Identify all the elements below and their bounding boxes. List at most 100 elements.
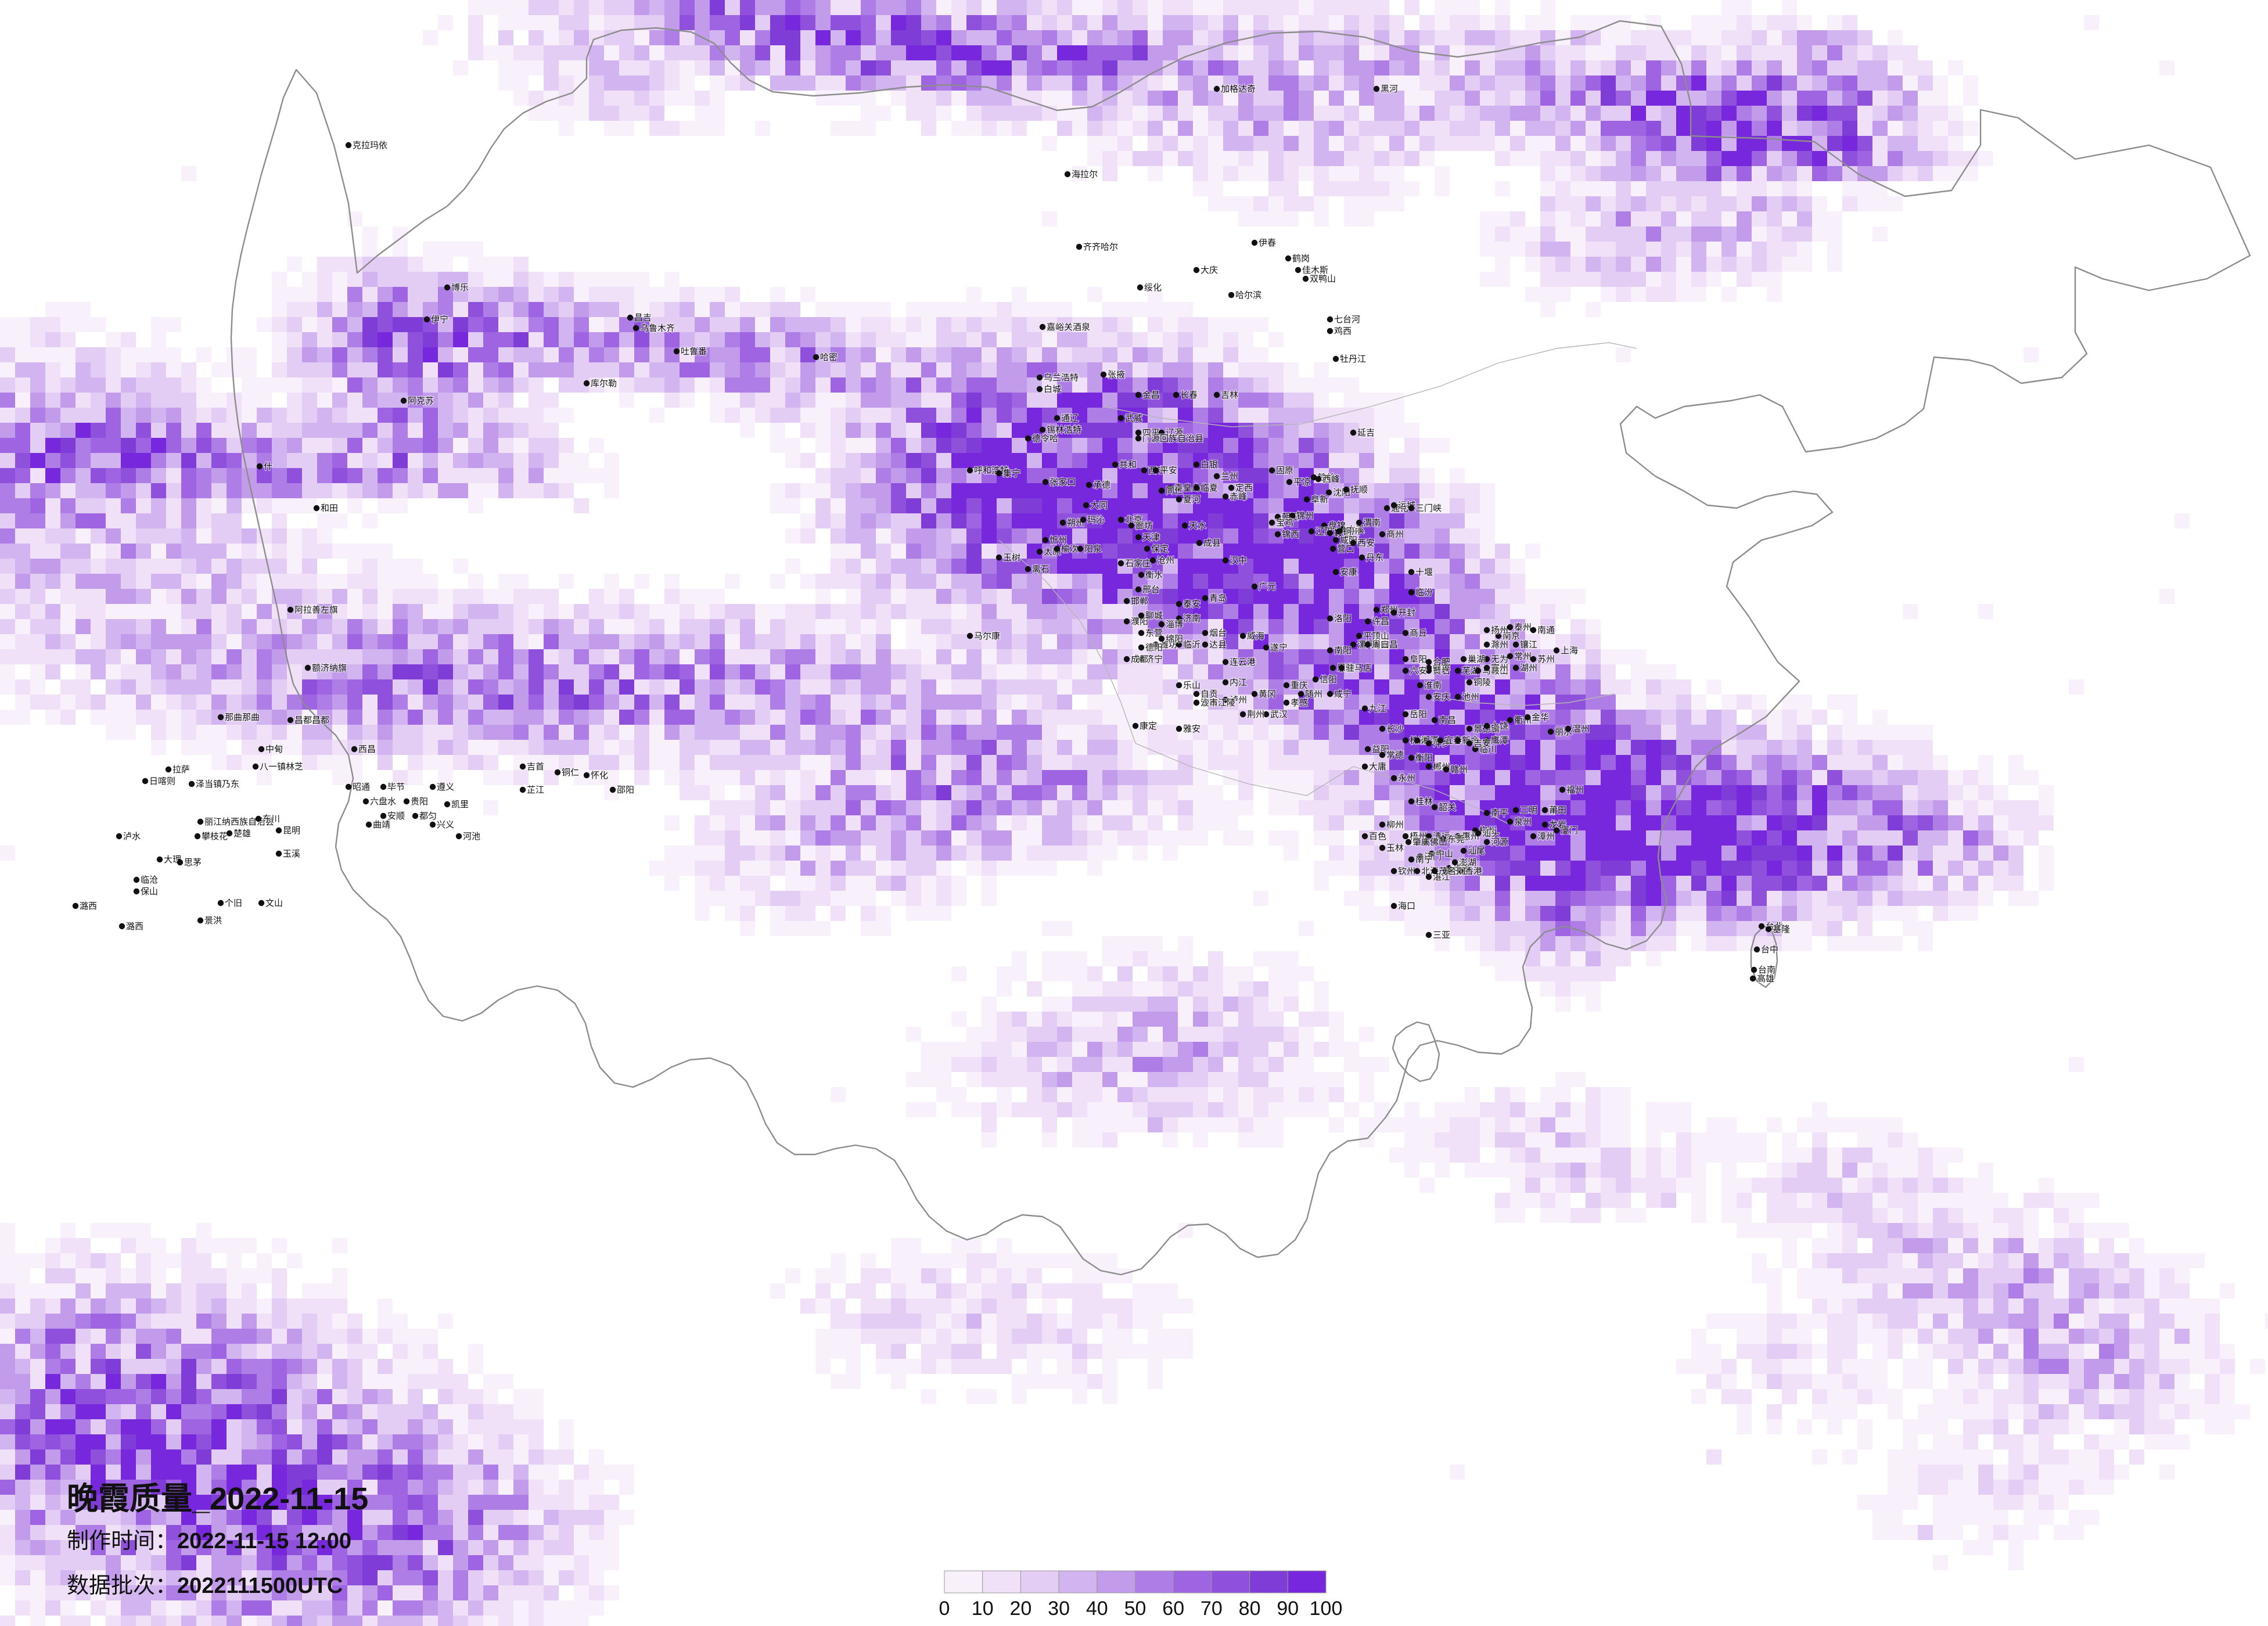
svg-text:昌吉: 昌吉 bbox=[634, 313, 652, 323]
svg-text:同仁: 同仁 bbox=[1166, 486, 1183, 496]
svg-text:芷江: 芷江 bbox=[527, 785, 544, 795]
svg-text:西峰: 西峰 bbox=[1322, 474, 1340, 484]
svg-text:临夏: 临夏 bbox=[1201, 483, 1218, 493]
svg-text:70: 70 bbox=[1201, 1598, 1223, 1620]
svg-text:六安: 六安 bbox=[1410, 666, 1427, 676]
svg-text:阜新: 阜新 bbox=[1311, 495, 1328, 505]
svg-text:丹东: 丹东 bbox=[1366, 553, 1383, 563]
svg-text:沙市江陵: 沙市江陵 bbox=[1201, 698, 1235, 708]
svg-text:岳阳: 岳阳 bbox=[1410, 710, 1427, 720]
svg-text:景洪: 景洪 bbox=[204, 916, 222, 926]
svg-text:泉州: 泉州 bbox=[1514, 817, 1532, 827]
svg-text:黄冈: 黄冈 bbox=[1259, 689, 1276, 699]
svg-text:博乐: 博乐 bbox=[451, 283, 469, 293]
svg-text:温州: 温州 bbox=[1572, 724, 1590, 734]
svg-text:30: 30 bbox=[1048, 1598, 1070, 1620]
svg-text:都匀: 都匀 bbox=[419, 811, 437, 821]
svg-text:柳州: 柳州 bbox=[1386, 820, 1404, 830]
svg-text:九江: 九江 bbox=[1369, 704, 1386, 714]
svg-text:鹤岗: 鹤岗 bbox=[1292, 254, 1310, 264]
svg-text:齐齐哈尔: 齐齐哈尔 bbox=[1083, 242, 1118, 252]
svg-text:南阳: 南阳 bbox=[1334, 646, 1352, 656]
svg-text:库尔勒: 库尔勒 bbox=[591, 379, 617, 388]
svg-text:90: 90 bbox=[1277, 1598, 1299, 1620]
svg-text:60: 60 bbox=[1162, 1598, 1184, 1620]
svg-text:门源回族自治县: 门源回族自治县 bbox=[1142, 434, 1203, 444]
svg-text:南通: 南通 bbox=[1537, 625, 1555, 635]
svg-text:临汾: 临汾 bbox=[1415, 588, 1433, 598]
svg-text:40: 40 bbox=[1086, 1598, 1108, 1620]
svg-text:阿拉善左旗: 阿拉善左旗 bbox=[294, 605, 338, 615]
svg-text:淮南: 淮南 bbox=[1424, 681, 1442, 690]
svg-text:西安: 西安 bbox=[1357, 538, 1375, 548]
svg-text:三明: 三明 bbox=[1520, 805, 1537, 815]
svg-text:锦州: 锦州 bbox=[1296, 511, 1314, 521]
svg-text:六盘水: 六盘水 bbox=[370, 796, 396, 807]
svg-text:毕节: 毕节 bbox=[387, 782, 405, 792]
svg-text:广元: 广元 bbox=[1259, 582, 1276, 592]
svg-text:数据批次：2022111500UTC: 数据批次：2022111500UTC bbox=[67, 1574, 343, 1598]
svg-text:康定: 康定 bbox=[1140, 721, 1157, 731]
svg-text:锦西: 锦西 bbox=[1282, 530, 1299, 539]
svg-text:高雄: 高雄 bbox=[1757, 974, 1774, 984]
svg-text:洛阳: 洛阳 bbox=[1334, 614, 1352, 624]
svg-text:大同: 大同 bbox=[1090, 501, 1108, 510]
svg-text:成都: 成都 bbox=[1131, 654, 1148, 664]
svg-text:哈尔滨: 哈尔滨 bbox=[1235, 290, 1261, 300]
svg-text:怀化: 怀化 bbox=[591, 771, 608, 780]
svg-text:河源: 河源 bbox=[1491, 837, 1508, 847]
svg-text:20: 20 bbox=[1009, 1598, 1031, 1620]
svg-text:河池: 河池 bbox=[463, 832, 480, 841]
svg-text:大庆: 大庆 bbox=[1201, 265, 1218, 275]
svg-text:内江: 内江 bbox=[1230, 678, 1247, 688]
svg-text:武威: 武威 bbox=[1125, 413, 1142, 423]
svg-text:吐鲁番: 吐鲁番 bbox=[681, 347, 707, 357]
svg-text:昆明: 昆明 bbox=[283, 826, 300, 836]
svg-text:乐山: 乐山 bbox=[1183, 681, 1201, 690]
svg-text:台中: 台中 bbox=[1761, 945, 1778, 955]
svg-text:50: 50 bbox=[1124, 1598, 1146, 1620]
svg-text:文山: 文山 bbox=[265, 898, 283, 908]
svg-text:日喀则: 日喀则 bbox=[149, 776, 175, 786]
svg-text:吉首: 吉首 bbox=[527, 762, 544, 772]
svg-text:鸡西: 鸡西 bbox=[1334, 326, 1352, 336]
svg-text:长沙: 长沙 bbox=[1386, 724, 1404, 734]
svg-text:宝鸡: 宝鸡 bbox=[1276, 518, 1293, 528]
svg-text:玉林: 玉林 bbox=[1386, 843, 1404, 853]
svg-text:德令哈: 德令哈 bbox=[1032, 433, 1058, 444]
svg-text:0: 0 bbox=[939, 1598, 950, 1620]
svg-text:武汉: 武汉 bbox=[1270, 710, 1288, 720]
svg-text:汉中: 汉中 bbox=[1230, 556, 1247, 566]
svg-text:制作时间：2022-11-15 12:00: 制作时间：2022-11-15 12:00 bbox=[67, 1529, 351, 1553]
svg-text:吉林: 吉林 bbox=[1221, 390, 1238, 400]
svg-text:兰州: 兰州 bbox=[1221, 472, 1238, 481]
svg-text:沧州: 沧州 bbox=[1157, 556, 1174, 566]
svg-text:威海: 威海 bbox=[1247, 631, 1264, 641]
svg-text:嘉峪关酒泉: 嘉峪关酒泉 bbox=[1047, 322, 1090, 332]
svg-text:七台河: 七台河 bbox=[1334, 315, 1360, 325]
svg-text:上海: 上海 bbox=[1561, 646, 1578, 656]
svg-text:烟台: 烟台 bbox=[1209, 628, 1227, 638]
svg-text:达县: 达县 bbox=[1209, 640, 1227, 650]
svg-text:海拉尔: 海拉尔 bbox=[1072, 170, 1098, 179]
svg-text:常德: 常德 bbox=[1386, 750, 1404, 760]
svg-text:南昌: 南昌 bbox=[1439, 715, 1456, 725]
svg-text:定西: 定西 bbox=[1235, 483, 1253, 493]
svg-text:巢湖: 巢湖 bbox=[1468, 654, 1485, 664]
svg-text:阜阳: 阜阳 bbox=[1410, 654, 1427, 664]
svg-text:邢台: 邢台 bbox=[1142, 585, 1160, 595]
svg-text:临沂: 临沂 bbox=[1183, 640, 1201, 650]
svg-text:大庸: 大庸 bbox=[1369, 761, 1386, 772]
svg-text:驻马店: 驻马店 bbox=[1346, 663, 1372, 673]
svg-text:湖州: 湖州 bbox=[1520, 663, 1537, 673]
svg-text:凯里: 凯里 bbox=[451, 800, 469, 810]
svg-text:乌兰浩特: 乌兰浩特 bbox=[1044, 373, 1079, 383]
svg-text:邵阳: 邵阳 bbox=[617, 785, 634, 795]
svg-text:夏河: 夏河 bbox=[1183, 495, 1201, 505]
svg-text:厦门: 厦门 bbox=[1561, 826, 1578, 836]
svg-text:共和: 共和 bbox=[1119, 460, 1137, 470]
svg-text:安康: 安康 bbox=[1340, 567, 1357, 577]
svg-text:哈密: 哈密 bbox=[820, 352, 838, 362]
svg-text:张掖: 张掖 bbox=[1108, 370, 1125, 380]
svg-text:长春: 长春 bbox=[1180, 390, 1198, 400]
